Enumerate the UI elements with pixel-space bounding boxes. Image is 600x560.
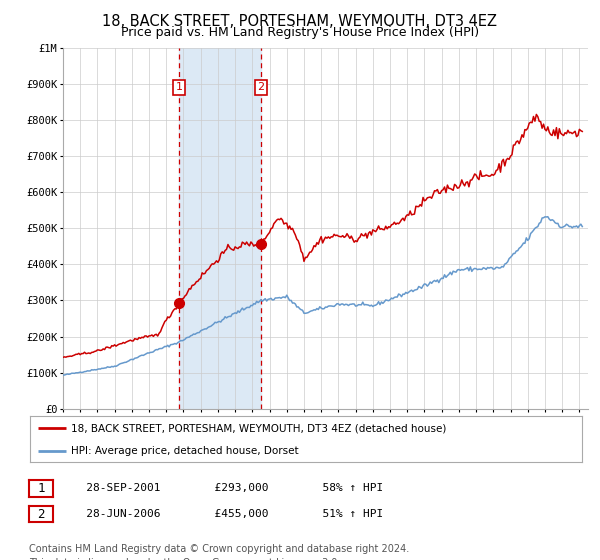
Text: 1: 1	[37, 482, 44, 495]
Text: 2: 2	[37, 507, 44, 521]
Text: 18, BACK STREET, PORTESHAM, WEYMOUTH, DT3 4EZ (detached house): 18, BACK STREET, PORTESHAM, WEYMOUTH, DT…	[71, 423, 447, 433]
Text: HPI: Average price, detached house, Dorset: HPI: Average price, detached house, Dors…	[71, 446, 299, 455]
Bar	[179, 48, 261, 409]
Text: 2: 2	[257, 82, 265, 92]
Text: Contains HM Land Registry data © Crown copyright and database right 2024.
This d: Contains HM Land Registry data © Crown c…	[29, 544, 409, 560]
Text: 28-JUN-2006        £455,000        51% ↑ HPI: 28-JUN-2006 £455,000 51% ↑ HPI	[66, 509, 383, 519]
Text: 28-SEP-2001        £293,000        58% ↑ HPI: 28-SEP-2001 £293,000 58% ↑ HPI	[66, 483, 383, 493]
Text: Price paid vs. HM Land Registry's House Price Index (HPI): Price paid vs. HM Land Registry's House …	[121, 26, 479, 39]
Text: 1: 1	[176, 82, 182, 92]
Text: 18, BACK STREET, PORTESHAM, WEYMOUTH, DT3 4EZ: 18, BACK STREET, PORTESHAM, WEYMOUTH, DT…	[103, 14, 497, 29]
